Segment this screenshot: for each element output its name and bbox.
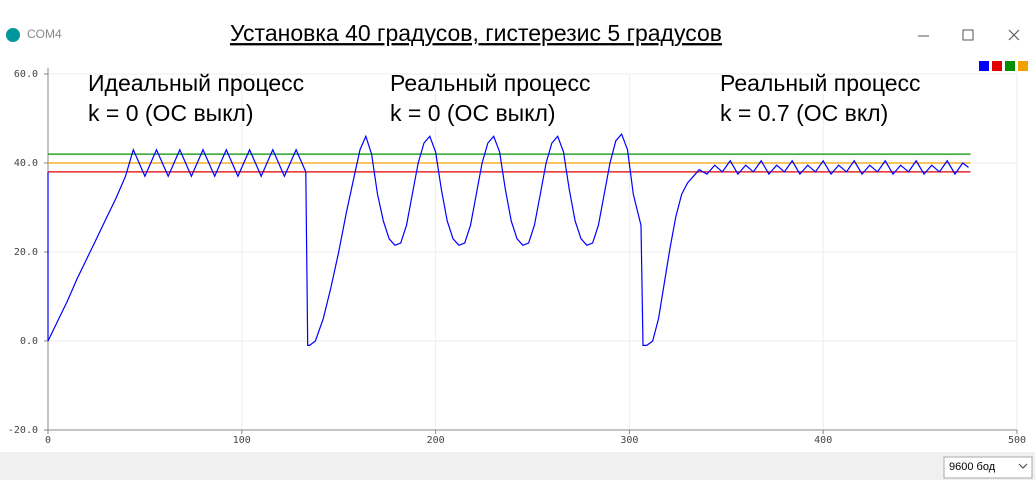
- dropdown-arrow: [1018, 463, 1028, 469]
- y-tick-label: -20.0: [8, 425, 38, 436]
- close-button[interactable]: [1008, 29, 1020, 41]
- x-tick-label: 300: [620, 435, 638, 446]
- annotation: Реальный процесс: [390, 70, 591, 96]
- legend-swatch: [979, 61, 989, 71]
- app-icon: [6, 28, 20, 42]
- chart-title: Установка 40 градусов, гистерезис 5 град…: [230, 20, 722, 46]
- legend-swatch: [1018, 61, 1028, 71]
- legend-swatch: [992, 61, 1002, 71]
- data-line: [47, 132, 969, 346]
- annotation: k = 0 (ОС выкл): [88, 100, 254, 126]
- window-title: COM4: [27, 27, 62, 41]
- legend-swatch: [1005, 61, 1015, 71]
- annotation: k = 0 (ОС выкл): [390, 100, 556, 126]
- x-tick-label: 100: [233, 435, 251, 446]
- x-tick-label: 0: [45, 435, 51, 446]
- annotation: k = 0.7 (ОС вкл): [720, 100, 888, 126]
- y-tick-label: 40.0: [14, 158, 38, 169]
- x-tick-label: 400: [814, 435, 832, 446]
- y-tick-label: 0.0: [20, 336, 38, 347]
- maximize-button[interactable]: [962, 29, 974, 41]
- annotation: Реальный процесс: [720, 70, 921, 96]
- x-tick-label: 500: [1008, 435, 1026, 446]
- x-tick-label: 200: [427, 435, 445, 446]
- annotation: Идеальный процесс: [88, 70, 304, 96]
- status-bar: [0, 452, 1035, 480]
- y-tick-label: 20.0: [14, 247, 38, 258]
- baud-select-label: 9600 бод: [949, 461, 996, 473]
- baud-select[interactable]: [943, 456, 1033, 479]
- y-tick-label: 60.0: [14, 69, 38, 80]
